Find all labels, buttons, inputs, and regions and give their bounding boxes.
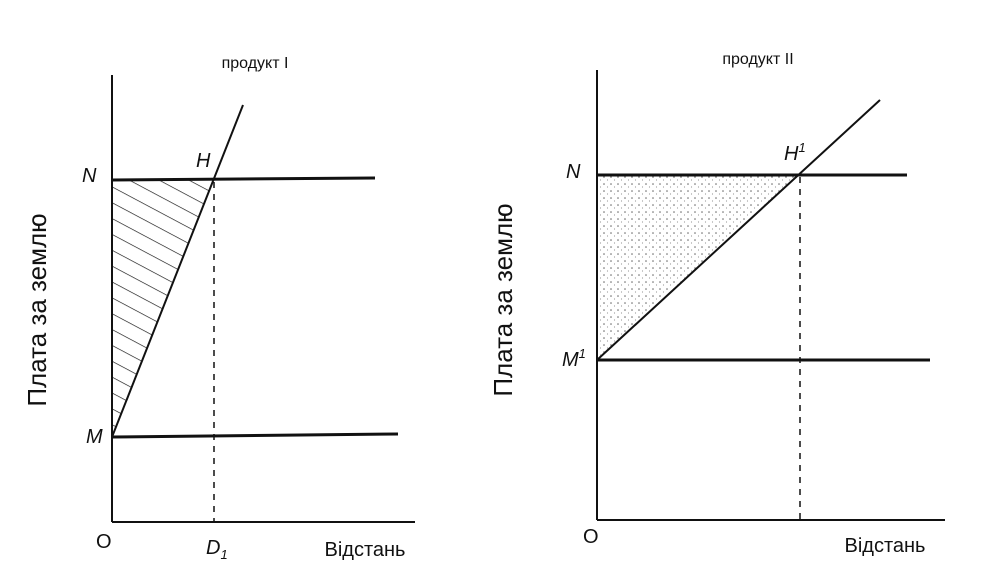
label-o: O [583,526,599,548]
label-d-base: D [206,537,220,559]
panel-left: продукт I Плата за землю Відстань N H M … [22,55,415,562]
title: продукт II [722,51,793,68]
label-n: N [82,165,97,187]
label-m: M [86,426,103,448]
line-mh [596,99,881,361]
label-h-sup: 1 [798,140,805,155]
label-h: H [196,150,211,172]
line-m [111,432,399,439]
panel-right: продукт II Плата за землю Відстань N H1 … [488,51,945,557]
x-label: Відстань [845,535,926,557]
label-d: D1 [206,537,228,562]
y-label: Плата за землю [22,213,52,406]
y-label: Плата за землю [488,203,518,396]
title: продукт I [222,55,289,72]
label-m: M1 [562,346,586,371]
label-m-base: M [562,349,579,371]
line-n [111,176,376,182]
label-m-sup: 1 [579,346,586,361]
label-d-sub: 1 [220,547,227,562]
label-o: O [96,531,112,553]
line-mh [111,104,244,438]
x-label: Відстань [325,539,406,561]
label-h: H1 [784,140,806,165]
label-h-base: H [784,143,799,165]
label-n: N [566,161,581,183]
